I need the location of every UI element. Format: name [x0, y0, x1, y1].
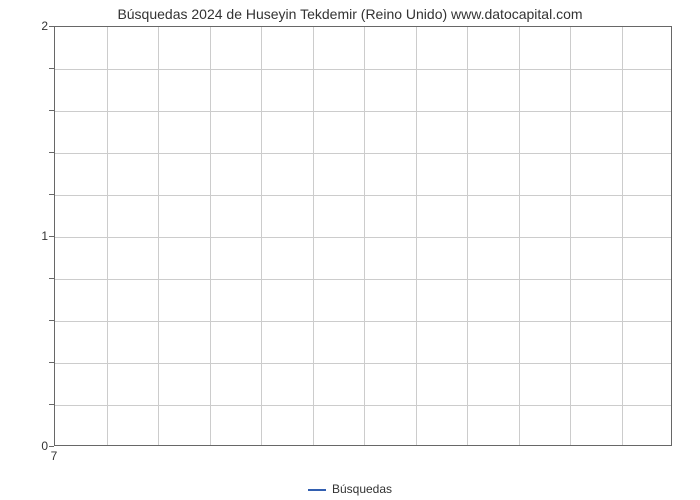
plot-area	[54, 26, 672, 446]
y-tick	[49, 236, 54, 237]
grid-vertical	[158, 27, 159, 445]
x-axis-label: 7	[51, 449, 58, 463]
grid-vertical	[261, 27, 262, 445]
y-tick	[49, 194, 54, 195]
y-tick	[49, 362, 54, 363]
y-tick	[49, 320, 54, 321]
y-tick	[49, 404, 54, 405]
grid-vertical	[313, 27, 314, 445]
legend-swatch	[308, 489, 326, 491]
grid-vertical	[519, 27, 520, 445]
chart-container: Búsquedas 2024 de Huseyin Tekdemir (Rein…	[0, 0, 700, 500]
grid-vertical	[210, 27, 211, 445]
grid-vertical	[416, 27, 417, 445]
y-tick	[49, 278, 54, 279]
grid-horizontal	[55, 321, 671, 322]
grid-horizontal	[55, 153, 671, 154]
y-axis-label: 1	[41, 229, 48, 243]
y-tick	[49, 110, 54, 111]
y-axis-label: 0	[41, 439, 48, 453]
chart-title: Búsquedas 2024 de Huseyin Tekdemir (Rein…	[0, 6, 700, 22]
y-tick	[49, 26, 54, 27]
grid-vertical	[467, 27, 468, 445]
y-tick	[49, 446, 54, 447]
y-tick	[49, 152, 54, 153]
grid-horizontal	[55, 363, 671, 364]
y-tick	[49, 68, 54, 69]
grid-vertical	[107, 27, 108, 445]
grid-horizontal	[55, 405, 671, 406]
grid-vertical	[364, 27, 365, 445]
grid-horizontal	[55, 69, 671, 70]
grid-horizontal	[55, 195, 671, 196]
grid-horizontal	[55, 111, 671, 112]
legend: Búsquedas	[0, 482, 700, 496]
legend-series-label: Búsquedas	[332, 482, 392, 496]
grid-horizontal	[55, 279, 671, 280]
grid-horizontal	[55, 237, 671, 238]
y-axis-label: 2	[41, 19, 48, 33]
grid-vertical	[570, 27, 571, 445]
grid-vertical	[622, 27, 623, 445]
